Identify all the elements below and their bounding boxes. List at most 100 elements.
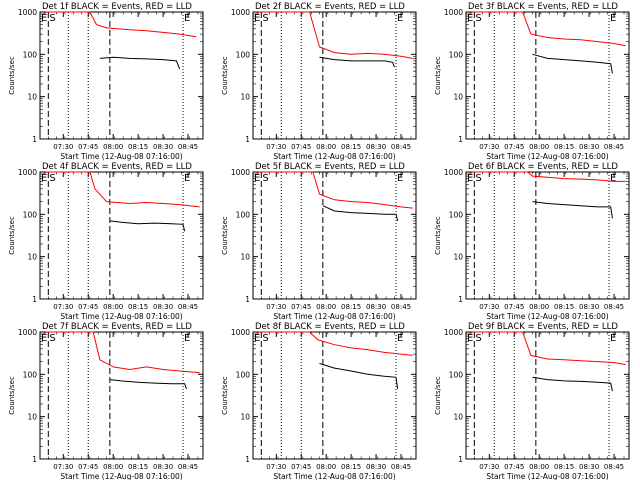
x-tick-label: 07:30 xyxy=(266,303,286,311)
subplot-4: Det 4f BLACK = Events, RED = LLD 1 10 100 10… xyxy=(8,162,204,321)
x-tick-label: 08:00 xyxy=(316,303,336,311)
x-tick-label: 08:15 xyxy=(341,463,361,471)
x-axis-label: Start Time (12-Aug-08 07:16:00) xyxy=(273,152,395,161)
plot-frame xyxy=(252,11,417,140)
event-marker-label: E xyxy=(397,173,403,184)
x-tick-label: 08:30 xyxy=(153,463,173,471)
y-tick-label: 1 xyxy=(245,135,250,144)
events-series-line xyxy=(109,379,187,390)
x-tick-label: 07:30 xyxy=(53,143,73,151)
plot-frame xyxy=(252,171,417,300)
x-tick-label: 08:00 xyxy=(529,463,549,471)
x-axis-label: Start Time (12-Aug-08 07:16:00) xyxy=(486,152,608,161)
x-tick-label: 08:30 xyxy=(579,303,599,311)
events-series-line xyxy=(319,363,399,390)
y-tick-label: 10 xyxy=(240,413,250,422)
plot-title: Det 3f BLACK = Events, RED = LLD xyxy=(468,2,618,12)
plot-frame xyxy=(39,171,204,300)
lld-series-line xyxy=(43,171,200,208)
x-tick-label: 08:30 xyxy=(579,143,599,151)
x-tick-label: 08:30 xyxy=(366,143,386,151)
x-tick-label: 07:45 xyxy=(504,143,524,151)
y-tick-label: 10 xyxy=(27,253,37,262)
x-tick-label: 08:45 xyxy=(604,463,624,471)
x-tick-label: 08:00 xyxy=(103,303,123,311)
subplot-3: Det 3f BLACK = Events, RED = LLD 1 10 100 10… xyxy=(434,2,630,161)
subplot-6: Det 6f BLACK = Events, RED = LLD 1 10 100 10… xyxy=(434,162,630,321)
x-tick-label: 08:15 xyxy=(554,303,574,311)
x-tick-label: 08:00 xyxy=(316,143,336,151)
plot-frame xyxy=(252,331,417,460)
x-axis-label: Start Time (12-Aug-08 07:16:00) xyxy=(60,472,182,480)
event-marker-label: E xyxy=(610,173,616,184)
x-tick-label: 08:45 xyxy=(604,303,624,311)
y-tick-label: 100 xyxy=(236,370,251,379)
x-tick-label: 07:30 xyxy=(479,303,499,311)
x-axis-label: Start Time (12-Aug-08 07:16:00) xyxy=(273,312,395,321)
y-axis-label: Counts/sec xyxy=(434,56,442,95)
x-tick-label: 07:45 xyxy=(291,463,311,471)
events-series-line xyxy=(319,56,395,68)
event-marker-label: E xyxy=(184,333,190,344)
x-tick-label: 07:30 xyxy=(479,143,499,151)
x-tick-label: 08:15 xyxy=(554,143,574,151)
x-tick-label: 08:00 xyxy=(529,303,549,311)
x-tick-label: 08:30 xyxy=(366,463,386,471)
plot-title: Det 4f BLACK = Events, RED = LLD xyxy=(42,162,192,172)
event-marker-label: S xyxy=(262,13,268,24)
event-marker-label: E xyxy=(467,173,473,184)
x-tick-label: 08:00 xyxy=(529,143,549,151)
x-tick-label: 07:30 xyxy=(53,303,73,311)
x-tick-label: 08:15 xyxy=(128,303,148,311)
event-marker-label: E xyxy=(41,13,47,24)
x-tick-label: 07:45 xyxy=(504,463,524,471)
x-tick-label: 08:45 xyxy=(178,303,198,311)
x-tick-label: 08:30 xyxy=(153,303,173,311)
y-tick-label: 100 xyxy=(23,50,38,59)
y-tick-label: 1 xyxy=(32,455,37,464)
event-marker-label: S xyxy=(262,173,268,184)
y-axis-label: Counts/sec xyxy=(8,56,16,95)
x-tick-label: 07:30 xyxy=(266,143,286,151)
y-tick-label: 100 xyxy=(449,210,464,219)
x-tick-label: 07:30 xyxy=(53,463,73,471)
x-axis-label: Start Time (12-Aug-08 07:16:00) xyxy=(60,152,182,161)
x-tick-label: 07:45 xyxy=(78,303,98,311)
event-marker-label: E xyxy=(397,13,403,24)
y-tick-label: 1000 xyxy=(444,328,463,337)
plot-title: Det 6f BLACK = Events, RED = LLD xyxy=(468,162,618,172)
y-tick-label: 100 xyxy=(23,210,38,219)
x-tick-label: 08:45 xyxy=(391,303,411,311)
event-marker-label: S xyxy=(49,173,55,184)
y-tick-label: 1000 xyxy=(444,8,463,17)
lld-series-line xyxy=(43,331,200,374)
x-tick-label: 08:45 xyxy=(178,463,198,471)
events-series-line xyxy=(109,220,186,232)
y-tick-label: 100 xyxy=(449,50,464,59)
x-axis-label: Start Time (12-Aug-08 07:16:00) xyxy=(60,312,182,321)
events-series-line xyxy=(99,56,181,70)
plot-frame xyxy=(465,11,630,140)
y-tick-label: 1000 xyxy=(18,328,37,337)
y-axis-label: Counts/sec xyxy=(8,376,16,415)
x-tick-label: 08:45 xyxy=(178,143,198,151)
y-tick-label: 1 xyxy=(32,135,37,144)
event-marker-label: S xyxy=(475,13,481,24)
x-tick-label: 08:45 xyxy=(391,463,411,471)
y-axis-label: Counts/sec xyxy=(434,216,442,255)
x-tick-label: 08:00 xyxy=(103,463,123,471)
y-tick-label: 100 xyxy=(236,50,251,59)
x-tick-label: 08:15 xyxy=(128,463,148,471)
y-tick-label: 10 xyxy=(453,413,463,422)
event-marker-label: S xyxy=(49,333,55,344)
event-marker-label: S xyxy=(49,13,55,24)
x-tick-label: 08:30 xyxy=(366,303,386,311)
subplot-2: Det 2f BLACK = Events, RED = LLD 1 10 100 10… xyxy=(221,2,417,161)
y-tick-label: 1000 xyxy=(18,8,37,17)
event-marker-label: E xyxy=(41,173,47,184)
y-tick-label: 100 xyxy=(23,370,38,379)
y-tick-label: 1 xyxy=(458,455,463,464)
x-tick-label: 08:15 xyxy=(341,143,361,151)
y-tick-label: 1000 xyxy=(231,168,250,177)
x-tick-label: 08:15 xyxy=(554,463,574,471)
